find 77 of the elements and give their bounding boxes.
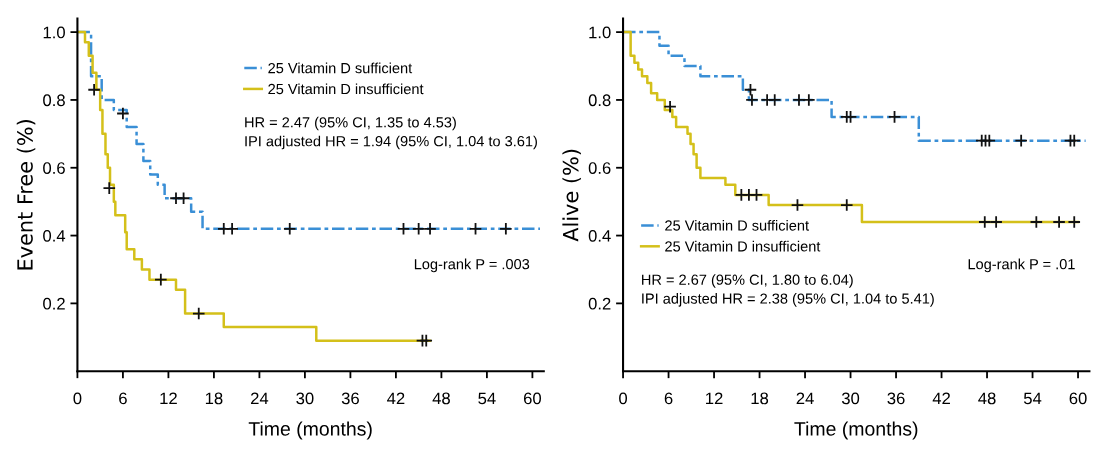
y-axis-title: Alive (%): [562, 149, 581, 242]
point: [802, 93, 816, 107]
x-tick-label: 12: [160, 392, 177, 405]
x-tick-label: 6: [119, 392, 127, 405]
point: [499, 222, 513, 236]
x-tick-label: 6: [664, 392, 673, 405]
legend-label: 25 Vitamin D insufficient: [665, 240, 821, 252]
x-tick-label: 0: [73, 392, 82, 405]
point: [1052, 215, 1066, 229]
x-tick-label: 24: [250, 392, 269, 405]
point: [1067, 133, 1081, 148]
x-tick-label: 48: [978, 392, 996, 405]
point: [743, 83, 758, 97]
x-tick-label: 54: [1023, 392, 1042, 405]
annotation: HR = 2.67 (95% CI, 1.80 to 6.04) IPI adjusted HR = 2.38 (95% CI, 1.04 to 5.41): [642, 274, 934, 307]
y-tick-label: 0.8: [43, 94, 65, 107]
legend-label: 25 Vitamin D sufficient: [665, 219, 809, 231]
x-tick-label: 42: [932, 392, 950, 405]
point: [1029, 215, 1044, 229]
point: [102, 181, 116, 195]
x-axis-title: Time (months): [794, 421, 918, 440]
point: [176, 191, 191, 205]
annotation: HR = 2.47 (95% CI, 1.35 to 4.53) IPI adjusted HR = 1.94 (95% CI, 1.04 to 3.61): [245, 116, 537, 150]
point: [283, 222, 297, 236]
x-tick-label: 42: [387, 392, 405, 405]
x-tick-label: 18: [205, 392, 223, 405]
x-tick-label: 48: [432, 392, 450, 405]
x-tick-label: 0: [619, 392, 628, 405]
point: [663, 100, 677, 114]
legend-label: 25 Vitamin D insufficient: [268, 83, 424, 95]
point: [887, 110, 902, 124]
point: [411, 222, 426, 236]
point: [87, 83, 101, 97]
annotation: Log-rank P = .003: [414, 258, 530, 273]
y-tick-label: 1.0: [589, 26, 611, 39]
y-tick-label: 0.4: [43, 229, 66, 242]
point: [116, 106, 130, 121]
x-tick-label: 54: [478, 392, 496, 405]
annotation: Log-rank P = .01: [968, 258, 1075, 273]
point: [989, 215, 1003, 229]
y-tick-label: 0.4: [588, 229, 611, 242]
point: [225, 222, 239, 236]
x-tick-label: 24: [796, 392, 814, 405]
point: [468, 222, 483, 236]
legend-label: 25 Vitamin D sufficient: [268, 62, 413, 74]
point: [790, 198, 805, 212]
point: [154, 272, 168, 287]
point: [840, 198, 854, 212]
y-tick-label: 0.2: [588, 297, 611, 310]
point: [978, 215, 992, 229]
point: [982, 133, 997, 148]
x-tick-label: 18: [751, 392, 769, 405]
point: [423, 222, 437, 236]
y-tick-label: 0.2: [43, 297, 65, 310]
x-axis-title: Time (months): [248, 421, 372, 440]
point: [768, 93, 782, 107]
point: [1014, 133, 1028, 148]
y-axis-title: Event Free (%): [16, 120, 36, 270]
point: [745, 93, 759, 107]
y-tick-label: 0.8: [588, 94, 611, 107]
point: [396, 222, 411, 236]
x-tick-label: 12: [706, 392, 723, 405]
point: [1067, 215, 1081, 229]
x-tick-label: 30: [296, 392, 314, 405]
y-tick-label: 0.6: [43, 162, 65, 174]
point: [749, 188, 764, 202]
point: [419, 333, 433, 348]
y-tick-label: 1.0: [43, 26, 65, 39]
x-tick-label: 60: [1069, 392, 1087, 405]
point: [792, 93, 806, 107]
x-tick-label: 36: [887, 392, 905, 405]
y-tick-label: 0.6: [588, 162, 611, 174]
x-tick-label: 36: [341, 392, 359, 405]
x-tick-label: 30: [841, 392, 860, 405]
point: [192, 306, 206, 321]
x-tick-label: 60: [523, 392, 542, 405]
point: [843, 110, 858, 124]
